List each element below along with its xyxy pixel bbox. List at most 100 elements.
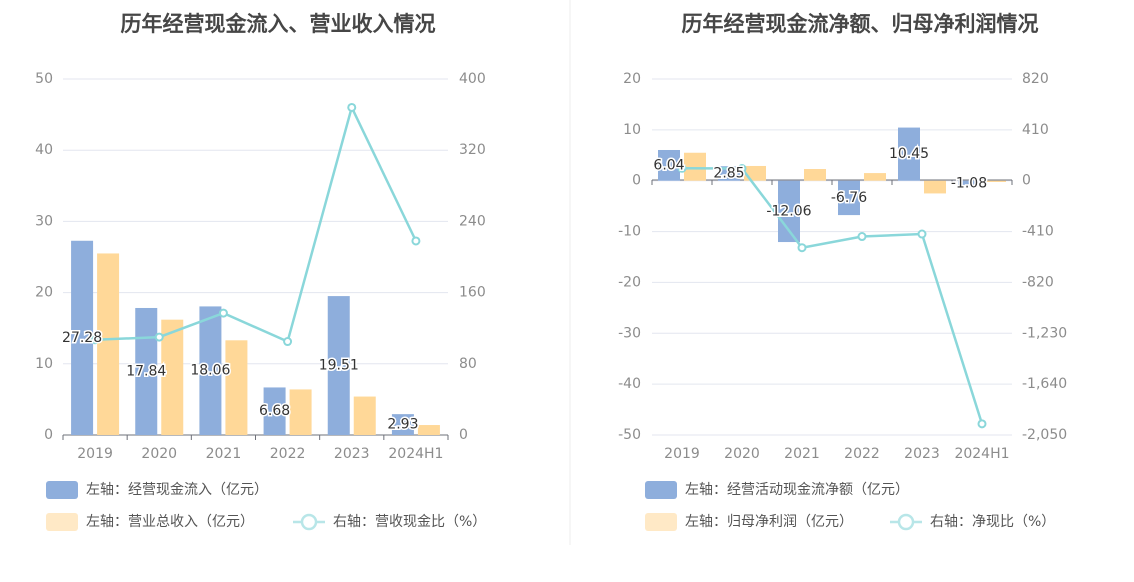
left-axis-tick-label: -50 <box>618 427 641 443</box>
x-axis-tick-label: 2019 <box>664 446 700 462</box>
chart-1: 历年经营现金流入、营业收入情况 50 400 40 320 30 240 20 160 10 80 0… <box>35 12 486 531</box>
right-axis-tick-label: 0 <box>459 427 468 443</box>
x-axis-tick-label: 2022 <box>270 446 306 462</box>
x-axis-tick-label: 2019 <box>77 446 113 462</box>
right-axis-tick-label: 160 <box>459 285 486 301</box>
bar <box>744 165 766 181</box>
right-axis-tick-label: 240 <box>459 213 486 229</box>
chart-2: 历年经营现金流净额、归母净利润情况 20 820 10 410 0 0 -10 -410 -20 -… <box>618 12 1067 531</box>
legend: 左轴：经营活动现金流净额（亿元） 左轴：归母净利润（亿元） 右轴：净现比（%） <box>645 481 1055 531</box>
bar <box>898 127 920 181</box>
bar-data-label: 17.84 <box>126 363 166 379</box>
legend-label: 左轴：经营活动现金流净额（亿元） <box>685 482 909 498</box>
line-point <box>154 332 164 342</box>
line-series <box>681 167 984 425</box>
left-axis-tick-label: 30 <box>35 213 53 229</box>
bar <box>804 169 826 181</box>
line-point <box>797 243 807 253</box>
bar <box>417 425 440 435</box>
legend-label: 左轴：经营现金流入（亿元） <box>86 482 268 498</box>
bar <box>718 166 740 181</box>
bar-data-label: 10.45 <box>889 146 929 162</box>
x-axis-tick-label: 2020 <box>141 446 177 462</box>
x-axis-tick-label: 2023 <box>334 446 370 462</box>
right-axis-tick-label: -1,230 <box>1022 325 1067 341</box>
x-axis-tick-label: 2024H1 <box>388 446 443 462</box>
right-axis-tick-label: -410 <box>1022 224 1054 240</box>
bar-data-label: -1.08 <box>951 175 987 191</box>
bar <box>658 149 680 181</box>
legend-label: 右轴：净现比（%） <box>930 514 1055 530</box>
x-axis-tick-label: 2020 <box>724 446 760 462</box>
right-axis-tick-label: -2,050 <box>1022 427 1067 443</box>
legend-label: 左轴：营业总收入（亿元） <box>86 514 254 530</box>
bar-data-label: 6.68 <box>259 403 290 419</box>
left-axis-tick-label: 20 <box>35 285 53 301</box>
line-point <box>411 236 421 246</box>
bar <box>263 387 286 435</box>
bar <box>199 306 222 435</box>
bar <box>97 253 120 435</box>
grid-lines <box>63 78 448 436</box>
left-axis-tick-label: 40 <box>35 142 53 158</box>
x-axis-tick-label: 2021 <box>784 446 820 462</box>
line-point <box>737 164 747 174</box>
bar <box>327 296 350 435</box>
bar <box>958 180 980 187</box>
line-point <box>90 335 100 345</box>
right-axis-tick-label: -1,640 <box>1022 376 1067 392</box>
bar <box>924 180 946 194</box>
bar <box>778 180 800 243</box>
legend-line-marker <box>897 513 915 531</box>
bar <box>135 307 158 435</box>
left-axis-tick-label: 0 <box>44 427 53 443</box>
bar <box>684 152 706 181</box>
left-axis-tick-label: -40 <box>618 376 641 392</box>
bar-data-label: 27.28 <box>62 330 102 346</box>
bar <box>225 340 248 435</box>
bar-data-label: -12.06 <box>766 203 811 219</box>
bar-data-label: 18.06 <box>190 363 230 379</box>
line-point <box>857 232 867 242</box>
bar <box>864 173 886 181</box>
line-point <box>347 102 357 112</box>
line-point <box>917 229 927 239</box>
bar-data-label: -6.76 <box>831 190 867 206</box>
bar <box>71 240 94 435</box>
bar <box>838 180 860 216</box>
right-axis-tick-label: 410 <box>1022 122 1049 138</box>
legend-label: 右轴：营收现金比（%） <box>333 514 486 530</box>
line-point <box>218 308 228 318</box>
left-axis-tick-label: 0 <box>632 173 641 189</box>
bar-series-2 <box>97 253 440 435</box>
left-axis-tick-label: -10 <box>618 224 641 240</box>
x-axis-tick-label: 2021 <box>206 446 242 462</box>
legend-swatch <box>46 481 78 499</box>
legend-swatch <box>645 513 677 531</box>
legend: 左轴：经营现金流入（亿元） 左轴：营业总收入（亿元） 右轴：营收现金比（%） <box>46 481 486 531</box>
left-axis-tick-label: 10 <box>623 122 641 138</box>
legend-swatch <box>46 513 78 531</box>
left-axis-tick-label: -20 <box>618 274 641 290</box>
left-axis-tick-label: -30 <box>618 325 641 341</box>
left-axis-tick-label: 50 <box>35 71 53 87</box>
bar <box>161 319 184 435</box>
left-axis-tick-label: 10 <box>35 356 53 372</box>
bar-series-2 <box>684 152 1006 194</box>
bar-series-1 <box>71 240 414 435</box>
line-point <box>677 163 687 173</box>
legend-label: 左轴：归母净利润（亿元） <box>685 513 853 530</box>
bar <box>353 396 376 435</box>
right-axis-tick-label: 320 <box>459 142 486 158</box>
bar-data-label: 2.93 <box>387 417 418 433</box>
left-axis-tick-label: 20 <box>623 71 641 87</box>
legend-swatch <box>645 481 677 499</box>
x-axis-tick-label: 2023 <box>904 446 940 462</box>
line-series <box>95 103 418 344</box>
x-axis-tick-label: 2024H1 <box>954 446 1009 462</box>
right-axis-tick-label: -820 <box>1022 274 1054 290</box>
line-point <box>283 337 293 347</box>
bar-data-label: 6.04 <box>653 157 684 173</box>
